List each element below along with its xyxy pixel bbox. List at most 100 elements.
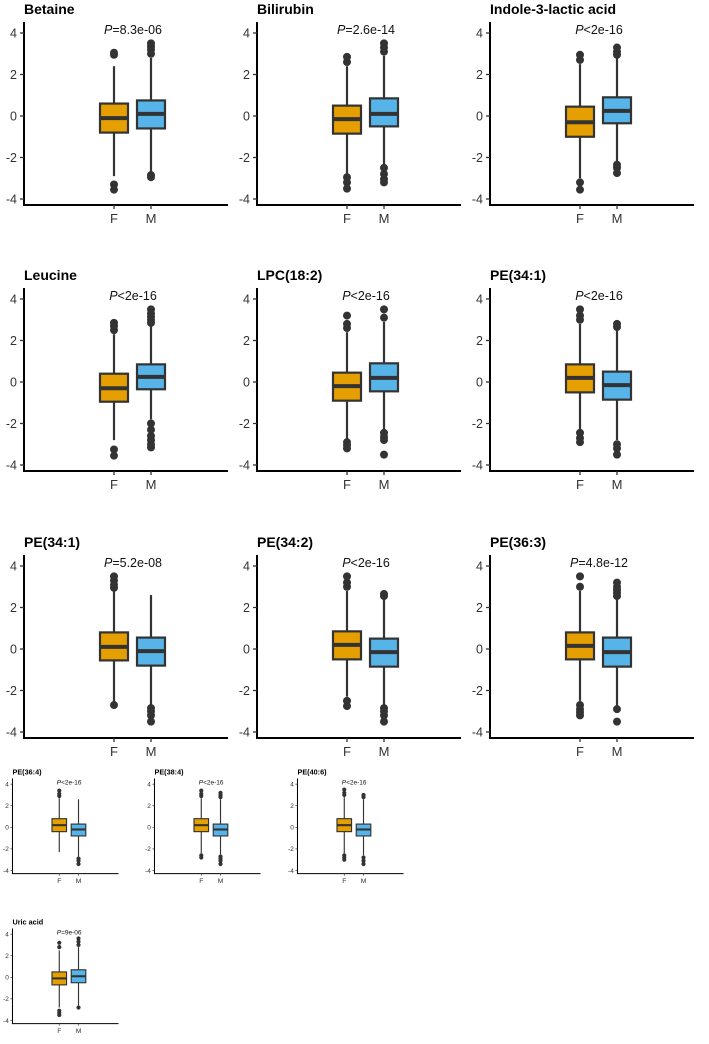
panel-title: Indole-3-lactic acid <box>490 1 616 17</box>
outlier-point <box>613 43 621 52</box>
y-tick-label: 2 <box>5 953 9 960</box>
y-tick-label: 2 <box>476 601 483 615</box>
x-tick-label: F <box>110 744 118 759</box>
outlier-point <box>76 861 81 867</box>
y-tick-label: 0 <box>5 975 9 982</box>
outlier-point <box>613 450 621 459</box>
y-tick-label: -2 <box>472 151 483 165</box>
y-tick-label: 0 <box>147 825 151 832</box>
outlier-point <box>576 305 584 314</box>
p-value-label: P<2e-16 <box>342 780 367 787</box>
panel-title: PE(34:2) <box>257 534 313 550</box>
outlier-point <box>380 717 388 726</box>
y-tick-label: -4 <box>472 726 483 740</box>
y-tick-label: 0 <box>290 825 294 832</box>
outlier-point <box>576 572 584 581</box>
outlier-point <box>576 438 584 447</box>
outlier-point <box>576 582 584 591</box>
panel-title: PE(38:4) <box>154 767 184 776</box>
y-tick-label: 0 <box>10 110 17 124</box>
p-value-label: P=5.2e-08 <box>104 556 162 570</box>
x-tick-label: M <box>76 878 82 885</box>
panel-title: PE(34:1) <box>24 534 80 550</box>
outlier-point <box>576 311 584 320</box>
x-tick-label: M <box>146 477 157 492</box>
y-tick-label: 4 <box>10 293 17 307</box>
outlier-point <box>380 450 388 459</box>
y-tick-label: -4 <box>6 726 17 740</box>
y-tick-label: 4 <box>5 932 9 939</box>
x-tick-label: F <box>199 878 203 885</box>
outlier-point <box>57 945 62 950</box>
outlier-point <box>343 444 351 453</box>
y-tick-label: 0 <box>10 643 17 657</box>
y-tick-label: 2 <box>243 68 250 82</box>
y-tick-label: -2 <box>6 684 17 698</box>
outlier-point <box>576 185 584 194</box>
boxplot-panel: Uric acid P=9e-06 4 2 0 -2 -4 F M <box>3 917 119 1035</box>
y-tick-label: -4 <box>3 1018 9 1025</box>
y-tick-label: 0 <box>243 643 250 657</box>
outlier-point <box>147 173 155 182</box>
x-tick-label: M <box>612 477 623 492</box>
outlier-point <box>76 939 81 944</box>
outlier-point <box>147 305 155 314</box>
panel-title: Leucine <box>24 267 77 283</box>
y-tick-label: -4 <box>239 459 250 473</box>
outlier-point <box>147 443 155 452</box>
outlier-point <box>110 318 118 327</box>
outlier-point <box>110 701 118 710</box>
p-value-label: P<2e-16 <box>199 780 224 787</box>
y-tick-label: 2 <box>147 803 151 810</box>
outlier-point <box>343 311 351 320</box>
outlier-point <box>57 1013 62 1018</box>
outlier-point <box>343 578 351 587</box>
y-tick-label: 0 <box>476 376 483 390</box>
outlier-point <box>380 313 388 322</box>
p-value-label: P<2e-16 <box>109 289 157 303</box>
outlier-point <box>343 52 351 61</box>
boxplot-panel: PE(36:4) P<2e-16 4 2 0 -2 -4 F M <box>3 767 119 885</box>
boxplot-panel: PE(36:3) P=4.8e-12 4 2 0 -2 -4 F M <box>472 534 694 759</box>
x-tick-label: M <box>218 878 224 885</box>
p-value-label: P=4.8e-12 <box>570 556 628 570</box>
y-tick-label: -4 <box>288 868 294 875</box>
outlier-point <box>343 572 351 581</box>
outlier-point <box>199 855 204 860</box>
y-tick-label: -2 <box>239 417 250 431</box>
y-tick-label: 4 <box>476 560 483 574</box>
x-tick-label: M <box>379 211 390 226</box>
p-value-label: P<2e-16 <box>57 780 82 787</box>
y-tick-label: 2 <box>243 334 250 348</box>
x-tick-label: F <box>343 477 351 492</box>
outlier-point <box>613 169 621 178</box>
outlier-point <box>342 857 347 862</box>
outlier-point <box>218 861 223 867</box>
x-tick-label: M <box>146 744 157 759</box>
y-tick-label: -4 <box>472 193 483 207</box>
p-value-label: P=2.6e-14 <box>337 23 395 37</box>
outlier-point <box>76 942 81 948</box>
p-value-label: P<2e-16 <box>575 23 623 37</box>
x-tick-label: F <box>57 1028 61 1035</box>
outlier-point <box>76 936 81 941</box>
outlier-point <box>576 711 584 720</box>
x-tick-label: M <box>361 878 367 885</box>
outlier-point <box>110 185 118 194</box>
y-tick-label: 4 <box>243 27 250 41</box>
outlier-point <box>343 319 351 328</box>
y-tick-label: 0 <box>10 376 17 390</box>
p-value-label: P<2e-16 <box>342 556 390 570</box>
panel-title: PE(40:6) <box>297 767 327 776</box>
p-value-label: P<2e-16 <box>575 289 623 303</box>
outlier-point <box>110 48 118 57</box>
y-tick-label: -2 <box>288 846 294 853</box>
panel-title: Betaine <box>24 1 75 17</box>
boxplot-panel: PE(34:1) P=5.2e-08 4 2 0 -2 -4 F M <box>6 534 228 759</box>
boxplot-panel: Leucine P<2e-16 4 2 0 -2 -4 F M <box>6 267 228 492</box>
y-tick-label: -4 <box>239 726 250 740</box>
outlier-point <box>218 858 223 863</box>
x-tick-label: F <box>576 744 584 759</box>
x-tick-label: M <box>379 477 390 492</box>
boxplot-panel: LPC(18:2) P<2e-16 4 2 0 -2 -4 F M <box>239 267 461 492</box>
